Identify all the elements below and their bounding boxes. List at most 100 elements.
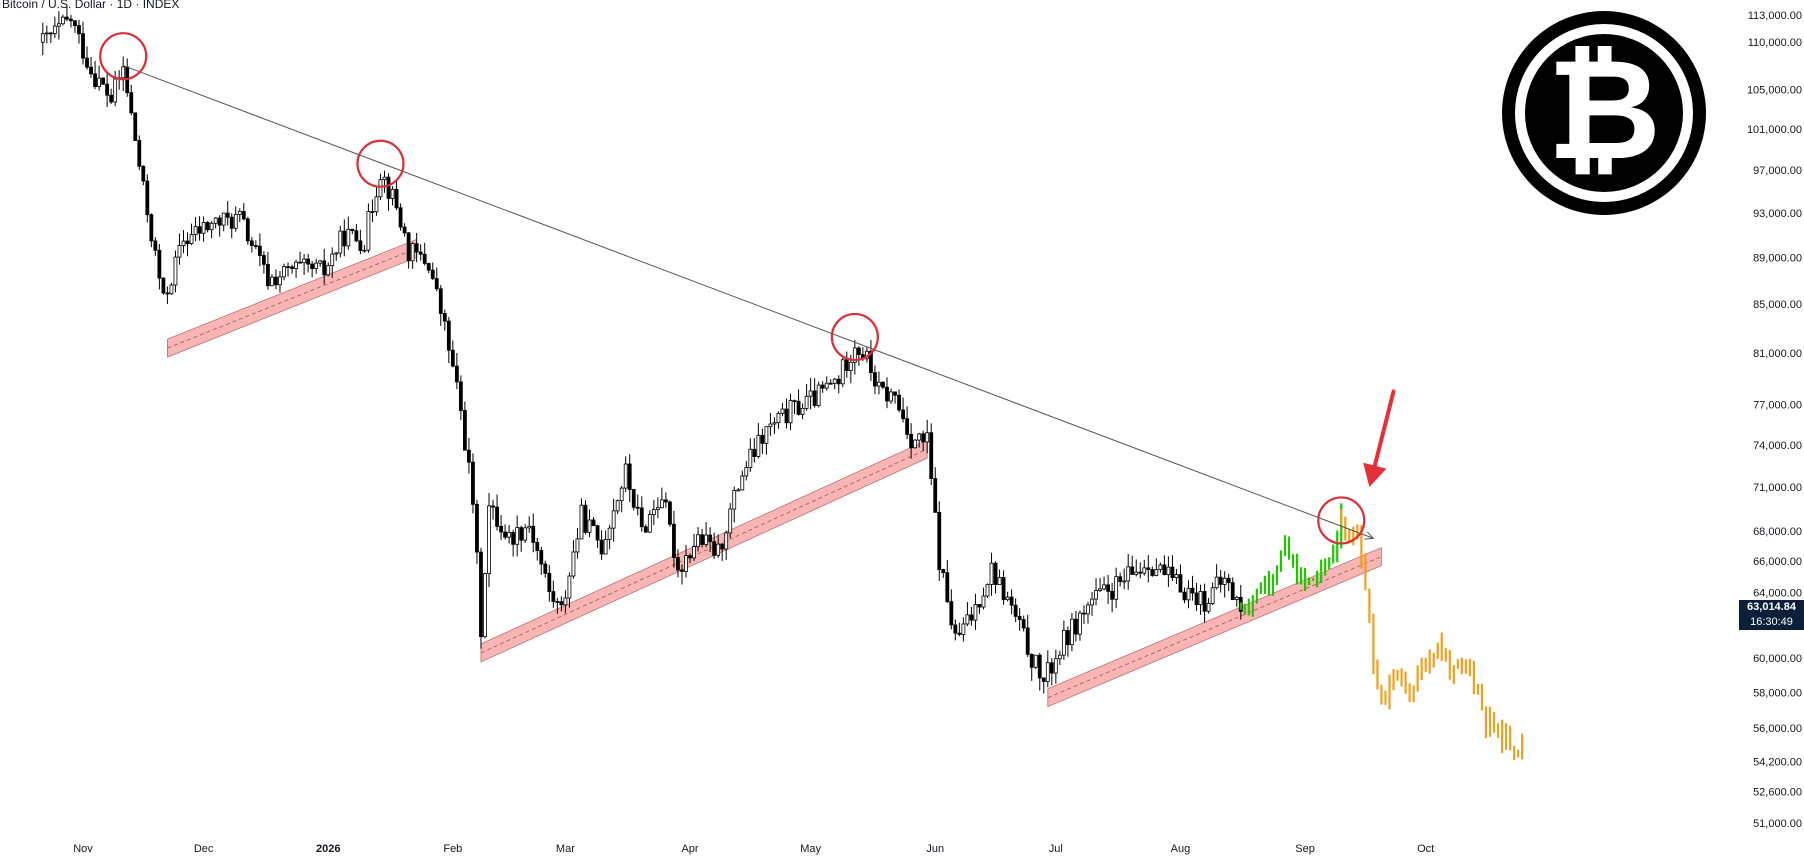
candle bbox=[511, 532, 516, 545]
candle bbox=[406, 232, 411, 262]
candle bbox=[1230, 582, 1235, 600]
trendline-layer bbox=[123, 65, 1375, 540]
candle bbox=[800, 407, 805, 415]
candle bbox=[567, 575, 572, 599]
candle bbox=[744, 467, 749, 477]
candle bbox=[286, 266, 290, 269]
candle bbox=[261, 255, 266, 265]
candle bbox=[812, 390, 817, 406]
support-band-midline bbox=[480, 448, 928, 654]
candle bbox=[133, 112, 138, 141]
candle bbox=[607, 527, 612, 540]
x-tick-label: Aug bbox=[1171, 843, 1191, 855]
y-tick-label: 97,000.00 bbox=[1753, 165, 1802, 177]
candle bbox=[1194, 592, 1199, 606]
candle bbox=[137, 140, 142, 167]
candle bbox=[523, 527, 528, 541]
candle bbox=[1001, 577, 1006, 601]
candle bbox=[836, 378, 841, 385]
candle bbox=[953, 624, 958, 634]
candle bbox=[475, 503, 479, 553]
candle bbox=[772, 422, 777, 425]
x-axis[interactable]: Nov Dec 2026 Feb Mar Apr May Jun Jul Aug Sep Oct bbox=[73, 843, 1434, 855]
candle bbox=[885, 386, 889, 402]
candle bbox=[1190, 587, 1195, 594]
candle bbox=[893, 391, 897, 396]
candle bbox=[241, 210, 246, 220]
candle bbox=[696, 534, 700, 548]
circled-high bbox=[356, 139, 405, 188]
candle bbox=[571, 551, 576, 577]
candle bbox=[985, 584, 990, 597]
candle bbox=[237, 210, 242, 215]
y-tick-label: 71,000.00 bbox=[1753, 482, 1802, 494]
candle bbox=[792, 400, 797, 402]
candle bbox=[563, 597, 568, 606]
candle bbox=[1102, 584, 1106, 590]
y-axis[interactable]: 113,000.00 110,000.00 105,000.00 101,000.00… bbox=[1747, 10, 1802, 830]
candle bbox=[651, 509, 656, 515]
candle bbox=[881, 381, 885, 388]
resistance-trendline bbox=[123, 65, 1374, 539]
x-tick-label: Feb bbox=[443, 843, 462, 855]
candle bbox=[945, 572, 950, 603]
candle bbox=[527, 525, 532, 529]
candle bbox=[543, 563, 548, 574]
candle bbox=[177, 245, 182, 258]
candle bbox=[921, 433, 926, 443]
candle bbox=[873, 372, 877, 387]
candle bbox=[1074, 618, 1078, 635]
candle bbox=[993, 562, 998, 585]
candle bbox=[591, 519, 596, 527]
y-tick-label: 85,000.00 bbox=[1753, 299, 1802, 311]
y-tick-label: 113,000.00 bbox=[1748, 10, 1802, 22]
candle bbox=[1162, 564, 1167, 576]
candle bbox=[692, 546, 696, 559]
candle bbox=[213, 217, 218, 224]
candle bbox=[161, 277, 166, 294]
bitcoin-logo: ₿ bbox=[1502, 11, 1706, 215]
candle bbox=[997, 577, 1002, 585]
candle bbox=[298, 261, 302, 264]
candle bbox=[358, 240, 363, 251]
y-tick-label: 56,000.00 bbox=[1753, 723, 1802, 735]
y-tick-label: 64,000.00 bbox=[1753, 587, 1802, 599]
candle bbox=[623, 463, 628, 489]
candle bbox=[917, 433, 922, 441]
candle bbox=[740, 475, 745, 491]
candle bbox=[531, 525, 536, 543]
candle bbox=[1182, 591, 1187, 601]
candle bbox=[61, 16, 65, 25]
candle bbox=[278, 276, 282, 286]
candle bbox=[77, 25, 81, 35]
candle bbox=[764, 426, 769, 444]
candle bbox=[270, 276, 274, 287]
candle bbox=[1166, 566, 1171, 576]
y-tick-label: 110,000.00 bbox=[1748, 37, 1802, 49]
x-tick-label: May bbox=[800, 843, 821, 855]
candle bbox=[402, 226, 407, 234]
candle bbox=[374, 196, 379, 213]
y-tick-label: 81,000.00 bbox=[1753, 348, 1802, 360]
candle bbox=[1041, 677, 1046, 682]
y-tick-label: 101,000.00 bbox=[1747, 124, 1802, 136]
candle bbox=[141, 165, 146, 182]
candle bbox=[467, 449, 471, 463]
candle bbox=[471, 461, 475, 505]
candle bbox=[1025, 627, 1030, 655]
candle bbox=[189, 234, 194, 245]
candle bbox=[1086, 604, 1090, 615]
candle bbox=[89, 66, 93, 75]
candle bbox=[776, 412, 781, 424]
candle bbox=[422, 253, 427, 264]
symbol-title[interactable]: Bitcoin / U.S. Dollar · 1D · INDEX bbox=[2, 0, 180, 11]
candle bbox=[233, 214, 238, 229]
candle bbox=[1202, 591, 1207, 612]
candle bbox=[330, 253, 335, 266]
candle bbox=[193, 226, 198, 235]
candle bbox=[209, 222, 214, 231]
candle bbox=[1005, 596, 1010, 601]
candle bbox=[499, 525, 503, 533]
candle bbox=[1198, 591, 1203, 606]
